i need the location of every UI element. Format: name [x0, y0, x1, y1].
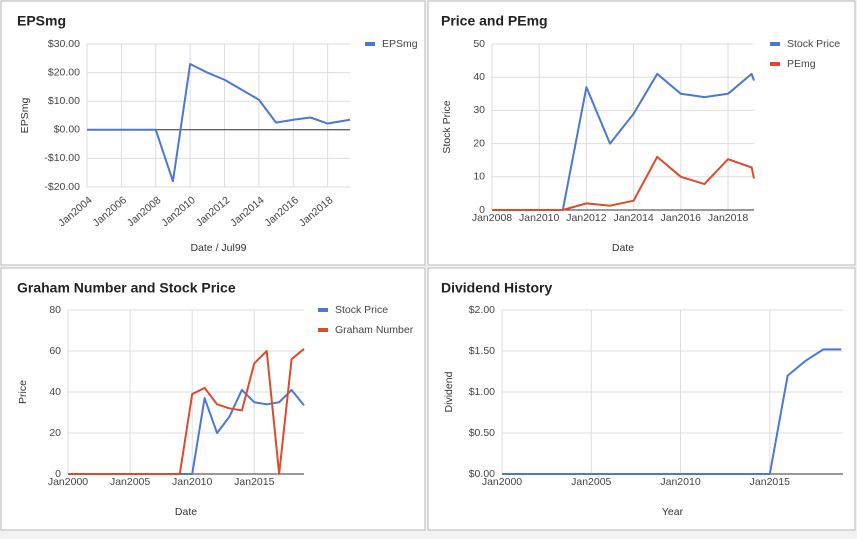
legend-swatch	[318, 308, 328, 312]
y-tick-label: 40	[49, 386, 61, 398]
legend-swatch	[770, 62, 780, 66]
y-tick-label: 0	[479, 204, 485, 216]
legend-label: Graham Number	[335, 324, 414, 336]
x-tick-label: Jan2000	[48, 476, 88, 488]
x-tick-label: Jan2000	[482, 476, 522, 488]
chart-title: Graham Number and Stock Price	[17, 280, 236, 296]
y-tick-label: $0.00	[54, 124, 80, 136]
x-axis-title: Year	[662, 506, 684, 518]
legend-label: Stock Price	[335, 304, 388, 316]
legend-swatch	[318, 328, 328, 332]
y-tick-label: 20	[49, 427, 61, 439]
line-series	[492, 155, 755, 211]
panel	[0, 0, 426, 266]
y-tick-label: $2.00	[469, 304, 495, 316]
panel	[427, 0, 856, 266]
x-axis-title: Date	[612, 242, 634, 254]
y-tick-label: $20.00	[48, 66, 80, 78]
x-tick-label: Jan2015	[750, 476, 790, 488]
y-axis-title: Stock Price	[441, 100, 453, 153]
x-tick-label: Jan2016	[661, 212, 701, 224]
y-tick-label: $0.50	[469, 427, 495, 439]
y-tick-label: 10	[473, 171, 485, 183]
y-tick-label: -$20.00	[44, 181, 80, 193]
x-tick-label: Jan2005	[571, 476, 611, 488]
chart-title: Price and PEmg	[441, 13, 548, 29]
x-tick-label: Jan2008	[472, 212, 512, 224]
y-tick-label: $1.00	[469, 386, 495, 398]
x-tick-label: Jan2010	[660, 476, 700, 488]
y-tick-label: 50	[473, 38, 485, 50]
y-tick-label: 80	[49, 304, 61, 316]
y-tick-label: 20	[473, 137, 485, 149]
chart-title: EPSmg	[17, 13, 66, 29]
x-axis-title: Date	[175, 506, 197, 518]
y-tick-label: $30.00	[48, 38, 80, 50]
legend-label: Stock Price	[787, 38, 840, 50]
x-tick-label: Jan2012	[566, 212, 606, 224]
y-tick-label: $1.50	[469, 345, 495, 357]
x-tick-label: Jan2018	[708, 212, 748, 224]
y-tick-label: $0.00	[469, 468, 495, 480]
legend-label: EPSmg	[382, 38, 418, 50]
y-tick-label: 30	[473, 104, 485, 116]
line-series	[68, 348, 305, 475]
y-axis-title: EPSmg	[19, 98, 31, 134]
legend-swatch	[770, 42, 780, 46]
y-axis-title: Price	[17, 380, 29, 404]
y-tick-label: $10.00	[48, 95, 80, 107]
y-axis-title: Dividend	[443, 371, 455, 412]
legend-label: PEmg	[787, 58, 816, 70]
y-tick-label: 60	[49, 345, 61, 357]
x-tick-label: Jan2014	[613, 212, 653, 224]
legend-swatch	[365, 42, 375, 46]
x-tick-label: Jan2010	[172, 476, 212, 488]
y-tick-label: 40	[473, 71, 485, 83]
chart-title: Dividend History	[441, 280, 552, 296]
x-tick-label: Jan2005	[110, 476, 150, 488]
line-series	[502, 348, 842, 475]
line-series	[87, 63, 351, 183]
y-tick-label: -$10.00	[44, 152, 80, 164]
x-tick-label: Jan2015	[234, 476, 274, 488]
y-tick-label: 0	[55, 468, 61, 480]
x-tick-label: Jan2010	[519, 212, 559, 224]
x-axis-title: Date / Jul99	[190, 242, 246, 254]
